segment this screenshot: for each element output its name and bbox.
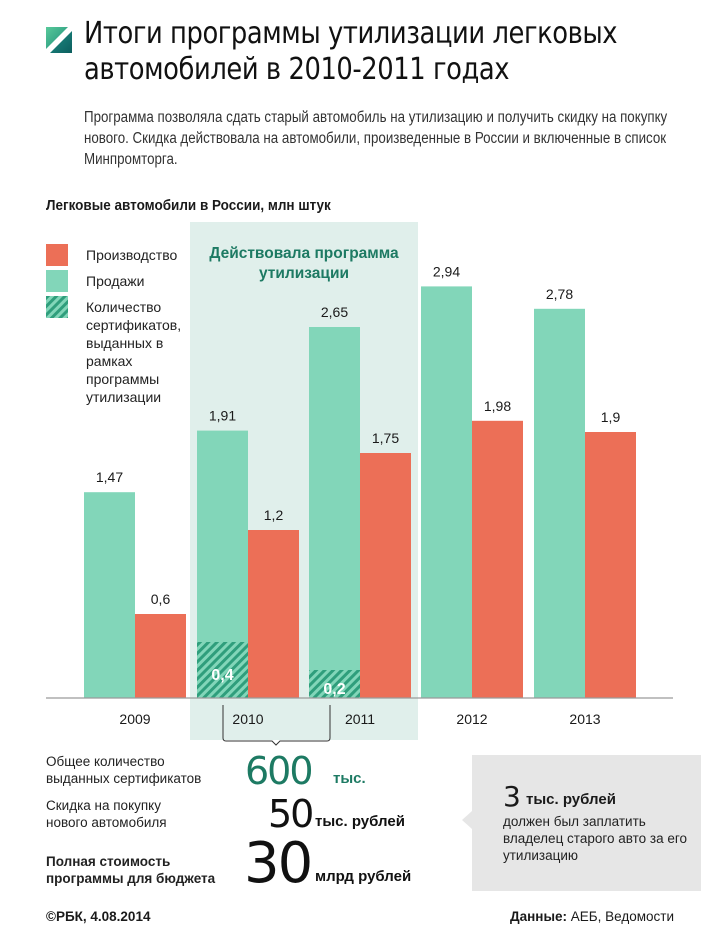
sales-value-label-2013: 2,78 <box>546 286 573 302</box>
legend-label-sales: Продажи <box>86 273 145 289</box>
x-tick-label-2010: 2010 <box>232 711 263 727</box>
certificates-value-label-2010: 0,4 <box>211 667 233 684</box>
note-unit: тыс. рублей <box>526 791 616 808</box>
legend-swatch-sales <box>46 270 68 292</box>
production-value-label-2013: 1,9 <box>601 409 621 425</box>
sales-value-label-2009: 1,47 <box>96 469 123 485</box>
production-bar-2009 <box>135 614 186 698</box>
certificates-value-label-2011: 0,2 <box>323 681 345 698</box>
title-line-1: Итоги программы утилизации легковых <box>84 16 618 51</box>
page-title: Итоги программы утилизации легковых авто… <box>84 16 686 88</box>
lead-paragraph: Программа позволяла сдать старый автомоб… <box>84 109 668 168</box>
title-line-2: автомобилей в 2010-2011 годах <box>84 52 510 87</box>
legend-label-certificates: Количество сертификатов, выданных в рамк… <box>86 299 182 405</box>
note-text: должен был заплатить владелец старого ав… <box>503 814 688 863</box>
utilization-fee-note <box>472 755 701 891</box>
x-tick-label-2011: 2011 <box>345 711 375 727</box>
production-bar-2011 <box>360 453 411 698</box>
legend-item-sales: Продажи <box>46 270 144 292</box>
note-pointer <box>462 811 472 829</box>
sales-bar-2012 <box>421 286 472 698</box>
stat-value-discount: 50 <box>268 792 314 836</box>
x-tick-label-2009: 2009 <box>119 711 150 727</box>
data-source-label: Данные: <box>510 909 567 924</box>
sales-bar-2009 <box>84 492 135 698</box>
stat-label-budget: Полная стоимость программы для бюджета <box>46 854 216 886</box>
stat-label-discount: Скидка на покупку нового автомобиля <box>46 798 167 830</box>
legend-item-certificates: Количество сертификатов, выданных в рамк… <box>46 296 181 405</box>
production-value-label-2011: 1,75 <box>372 430 399 446</box>
sales-bar-2013 <box>534 308 585 698</box>
production-bar-2012 <box>472 420 523 698</box>
sales-bar-2011 <box>309 327 360 698</box>
note-value: 3 <box>503 780 521 813</box>
data-source: Данные: АЕБ, Ведомости <box>510 909 674 924</box>
chart-title: Легковые автомобили в России, млн штук <box>46 197 331 214</box>
stat-label-certificates: Общее количество выданных сертификатов <box>46 754 202 786</box>
sales-value-label-2010: 1,91 <box>209 408 236 424</box>
program-period-label: Действовала программа утилизации <box>209 245 399 282</box>
stat-unit-certificates: тыс. <box>333 770 366 787</box>
stat-unit-budget: млрд рублей <box>315 868 412 885</box>
copyright: ©РБК, 4.08.2014 <box>46 909 151 924</box>
legend-swatch-production <box>46 244 68 266</box>
legend-label-production: Производство <box>86 247 178 263</box>
certificates-bar-2011 <box>309 670 360 698</box>
certificates-bar-2010 <box>197 642 248 698</box>
legend-item-production: Производство <box>46 244 177 266</box>
production-bar-2013 <box>585 432 636 698</box>
sales-value-label-2012: 2,94 <box>433 263 460 279</box>
stat-value-certificates: 600 <box>245 749 314 793</box>
sales-value-label-2011: 2,65 <box>321 304 348 320</box>
x-tick-label-2012: 2012 <box>456 711 487 727</box>
data-source-value: АЕБ, Ведомости <box>570 909 674 924</box>
stat-value-budget: 30 <box>244 831 313 896</box>
production-value-label-2010: 1,2 <box>264 507 284 523</box>
legend-swatch-certificates <box>46 296 68 318</box>
program-bracket <box>222 705 331 746</box>
production-value-label-2009: 0,6 <box>151 591 171 607</box>
rbc-logo-icon <box>46 27 72 53</box>
x-tick-label-2013: 2013 <box>569 711 600 727</box>
production-value-label-2012: 1,98 <box>484 398 511 414</box>
production-bar-2010 <box>248 530 299 698</box>
stat-unit-discount: тыс. рублей <box>315 813 405 830</box>
